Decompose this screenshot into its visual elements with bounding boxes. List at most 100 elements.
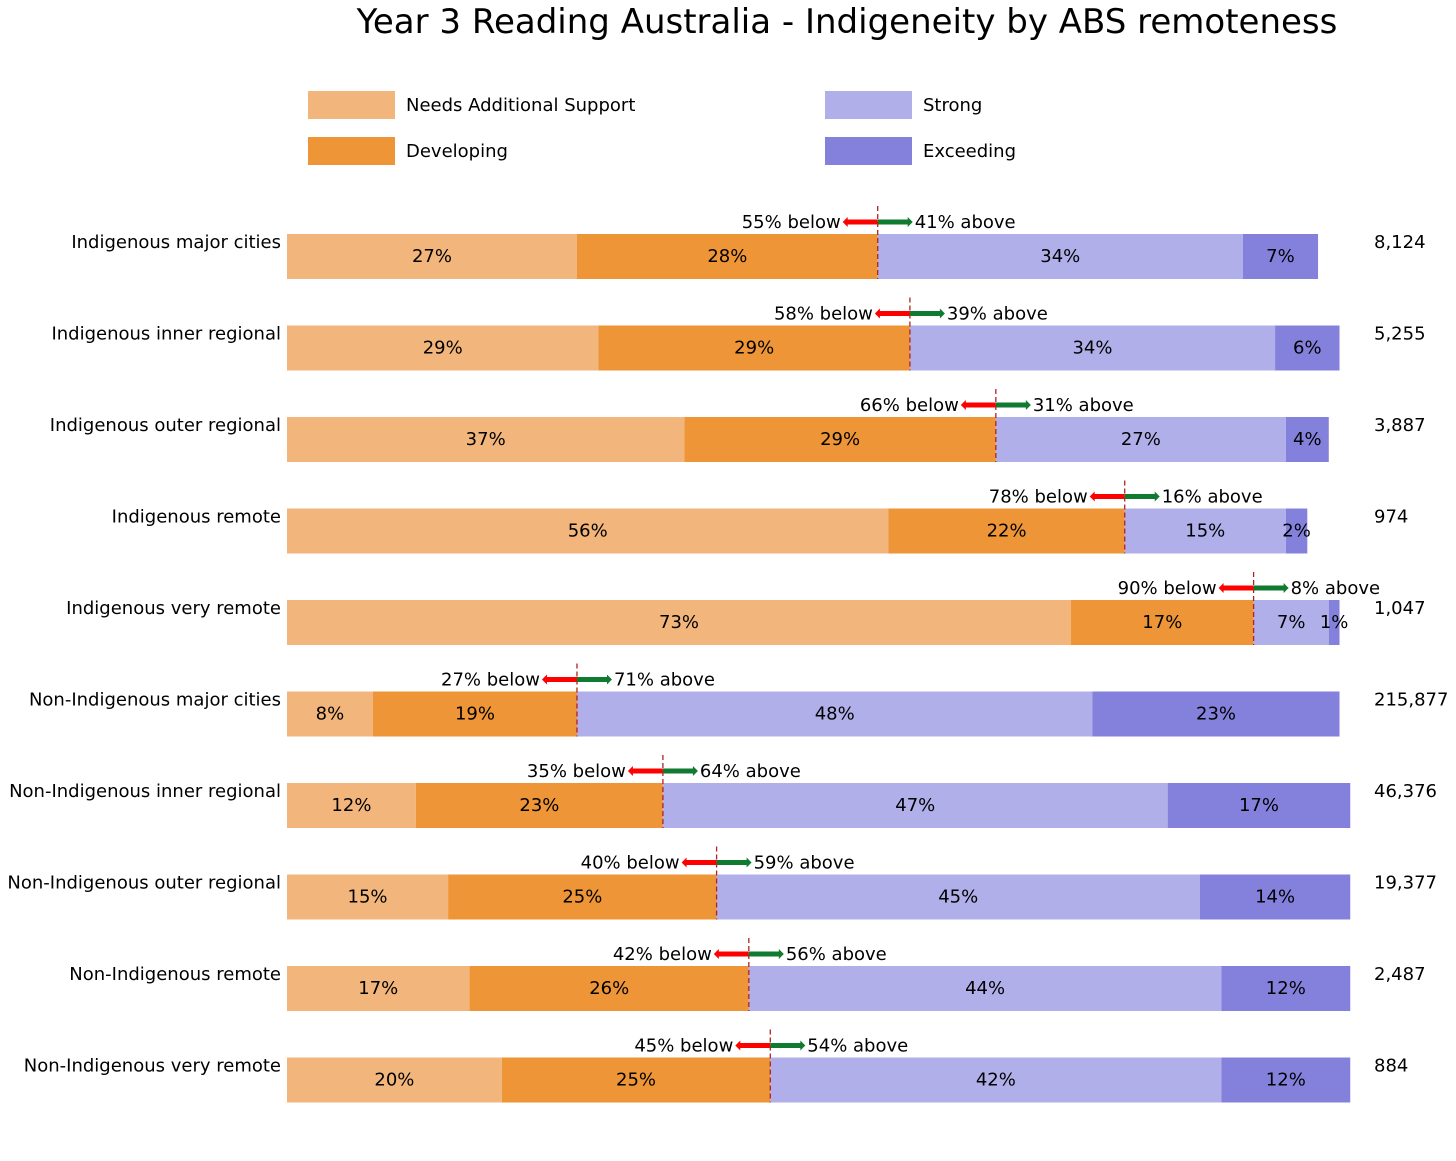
- bar-segment-exc: [1275, 325, 1340, 371]
- segment-value-label: 2%: [1282, 521, 1311, 542]
- category-label: Indigenous major cities: [71, 232, 281, 253]
- below-label: 90% below: [1118, 578, 1217, 599]
- below-label: 66% below: [860, 395, 959, 416]
- segment-value-label: 17%: [358, 978, 398, 999]
- below-arrow-head: [627, 766, 633, 776]
- below-label: 45% below: [634, 1036, 733, 1057]
- segment-value-label: 6%: [1293, 338, 1322, 359]
- legend-label-nas: Needs Additional Support: [406, 95, 635, 116]
- segment-value-label: 12%: [1266, 978, 1306, 999]
- bar-row: Non-Indigenous inner regional 12% 23% 47% 17…: [9, 755, 1437, 828]
- legend-swatch-nas: [308, 91, 395, 119]
- below-arrow-head: [842, 217, 848, 227]
- segment-value-label: 45%: [938, 887, 978, 908]
- bar-segment-dev: [501, 1057, 771, 1103]
- bar-segment-str: [1253, 600, 1329, 645]
- bar-segment-nas: [287, 691, 373, 737]
- bar-row: Indigenous remote 56% 22% 15% 2% 78% below 16%…: [112, 480, 1408, 554]
- bar-segment-str: [576, 691, 1093, 737]
- segment-value-label: 42%: [976, 1070, 1016, 1091]
- count-label: 884: [1374, 1056, 1408, 1077]
- count-label: 19,377: [1374, 873, 1437, 894]
- segment-value-label: 27%: [1121, 429, 1161, 450]
- above-arrow-head: [1283, 583, 1289, 593]
- bar-segment-str: [909, 325, 1276, 371]
- bar-segment-exc: [1328, 600, 1340, 645]
- segment-value-label: 20%: [374, 1070, 414, 1091]
- bar-row: Non-Indigenous outer regional 15% 25% 45% 14…: [7, 846, 1437, 920]
- bar-row: Indigenous very remote 73% 17% 7% 1% 90% belo…: [66, 572, 1426, 645]
- segment-value-label: 7%: [1266, 246, 1295, 267]
- above-arrow-head: [692, 766, 698, 776]
- below-arrow-head: [713, 949, 719, 959]
- above-arrow-head: [778, 949, 784, 959]
- count-label: 974: [1374, 507, 1408, 528]
- segment-value-label: 28%: [707, 246, 747, 267]
- segment-value-label: 17%: [1142, 612, 1182, 633]
- segment-value-label: 73%: [659, 612, 699, 633]
- bar-row: Non-Indigenous remote 17% 26% 44% 12% 42% bel…: [69, 938, 1426, 1011]
- legend-swatch-str: [825, 91, 912, 119]
- category-label: Indigenous remote: [112, 507, 281, 528]
- segment-value-label: 1%: [1320, 612, 1349, 633]
- below-arrow-head: [874, 308, 880, 319]
- bar-segment-str: [995, 417, 1286, 462]
- above-label: 41% above: [915, 212, 1016, 233]
- bar-segment-str: [748, 966, 1222, 1011]
- above-label: 56% above: [786, 944, 887, 965]
- below-label: 27% below: [441, 670, 540, 691]
- bar-segment-nas: [287, 783, 416, 828]
- bar-segment-nas: [287, 508, 889, 554]
- above-arrow-head: [907, 217, 913, 227]
- bars: Indigenous major cities 27% 28% 34% 7% 55% be…: [7, 206, 1448, 1103]
- bar-segment-exc: [1221, 966, 1351, 1011]
- below-arrow-head: [541, 674, 547, 685]
- segment-value-label: 12%: [1266, 1070, 1306, 1091]
- segment-value-label: 47%: [895, 795, 935, 816]
- above-arrow-head: [939, 308, 945, 319]
- legend-label-exc: Exceeding: [923, 141, 1016, 162]
- below-label: 55% below: [742, 212, 841, 233]
- above-arrow-head: [800, 1040, 806, 1051]
- bar-segment-dev: [684, 417, 996, 462]
- bar-row: Indigenous inner regional 29% 29% 34% 6% 58% …: [51, 297, 1426, 371]
- bar-row: Non-Indigenous very remote 20% 25% 42% 12% 45…: [24, 1029, 1408, 1103]
- legend-label-dev: Developing: [406, 141, 508, 162]
- segment-value-label: 44%: [965, 978, 1005, 999]
- bar-segment-dev: [576, 234, 878, 279]
- segment-value-label: 56%: [568, 521, 608, 542]
- bar-segment-str: [1124, 508, 1286, 554]
- bar-segment-dev: [372, 691, 577, 737]
- below-label: 40% below: [581, 853, 680, 874]
- segment-value-label: 25%: [562, 887, 602, 908]
- category-label: Non-Indigenous inner regional: [9, 781, 281, 802]
- segment-value-label: 37%: [466, 429, 506, 450]
- bar-segment-nas: [287, 600, 1072, 645]
- segment-value-label: 8%: [316, 704, 345, 725]
- segment-value-label: 23%: [1196, 704, 1236, 725]
- below-label: 42% below: [613, 944, 712, 965]
- segment-value-label: 4%: [1293, 429, 1322, 450]
- bar-segment-str: [770, 1057, 1222, 1103]
- legend-swatch-dev: [308, 137, 395, 165]
- bar-segment-nas: [287, 234, 577, 279]
- legend-label-str: Strong: [923, 95, 982, 116]
- bar-segment-exc: [1092, 691, 1340, 737]
- count-label: 8,124: [1374, 232, 1426, 253]
- below-label: 58% below: [774, 304, 873, 325]
- category-label: Indigenous very remote: [66, 598, 281, 619]
- bar-segment-exc: [1167, 783, 1351, 828]
- bar-segment-dev: [1071, 600, 1254, 645]
- bar-segment-exc: [1221, 1057, 1351, 1103]
- segment-value-label: 23%: [519, 795, 559, 816]
- segment-value-label: 29%: [820, 429, 860, 450]
- segment-value-label: 34%: [1040, 246, 1080, 267]
- segment-value-label: 19%: [455, 704, 495, 725]
- category-label: Non-Indigenous very remote: [24, 1056, 281, 1077]
- bar-segment-dev: [469, 966, 749, 1011]
- segment-value-label: 34%: [1072, 338, 1112, 359]
- segment-value-label: 17%: [1239, 795, 1279, 816]
- above-label: 39% above: [947, 304, 1048, 325]
- count-label: 215,877: [1374, 690, 1448, 711]
- legend-swatch-exc: [825, 137, 912, 165]
